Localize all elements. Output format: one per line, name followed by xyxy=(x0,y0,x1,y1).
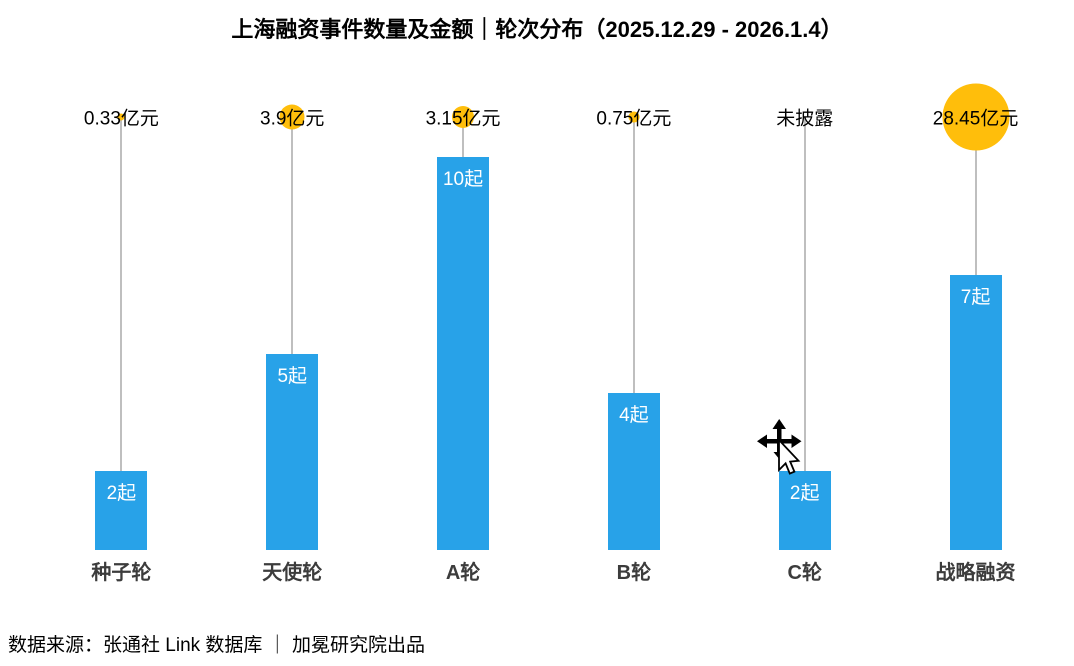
category-label: 战略融资 xyxy=(935,562,1016,584)
connector-line xyxy=(291,117,294,354)
amount-bubble xyxy=(117,113,125,121)
category-label: 天使轮 xyxy=(262,562,323,584)
amount-label: 0.33亿元 xyxy=(83,108,159,130)
data-source-footer: 数据来源：张通社 Link 数据库 ｜ 加冕研究院出品 xyxy=(8,635,425,656)
connector-line xyxy=(803,117,806,472)
count-bar: 2起 xyxy=(95,471,148,550)
count-label: 7起 xyxy=(960,286,991,308)
chart-area: 0.33亿元 2起 3.9亿元 5起 3.15亿元 10起 0.75亿元 4起 未披露 2起 28.… xyxy=(36,80,1061,550)
count-label: 4起 xyxy=(619,404,649,426)
count-bar: 5起 xyxy=(266,353,319,550)
amount-bubble xyxy=(279,104,305,130)
chart-column: 3.9亿元 5起 xyxy=(207,80,378,550)
chart-column: 0.33亿元 2起 xyxy=(36,80,207,550)
category-label: B轮 xyxy=(616,562,652,584)
category-label: A轮 xyxy=(445,562,481,584)
chart-title: 上海融资事件数量及金额｜轮次分布（2025.12.29 - 2026.1.4） xyxy=(231,17,843,42)
connector-line xyxy=(974,117,977,275)
count-bar: 10起 xyxy=(437,157,490,550)
count-bar: 7起 xyxy=(949,274,1002,550)
amount-label: 未披露 xyxy=(776,108,834,130)
chart-column: 0.75亿元 4起 xyxy=(548,80,719,550)
amount-bubble xyxy=(452,106,475,128)
count-bar: 2起 xyxy=(778,471,831,550)
count-label: 2起 xyxy=(106,483,137,505)
connector-line xyxy=(120,117,123,472)
amount-label: 28.45亿元 xyxy=(932,108,1019,130)
amount-bubble xyxy=(942,83,1010,151)
count-label: 10起 xyxy=(442,169,484,190)
count-label: 2起 xyxy=(789,483,820,505)
count-bar: 4起 xyxy=(607,392,660,550)
category-axis: 种子轮 天使轮 A轮 B轮 C轮 战略融资 xyxy=(36,556,1061,585)
connector-line xyxy=(632,117,635,393)
amount-label: 3.9亿元 xyxy=(260,108,325,130)
amount-label: 0.75亿元 xyxy=(596,108,672,130)
chart-column: 3.15亿元 10起 xyxy=(378,80,549,550)
chart-column: 28.45亿元 7起 xyxy=(890,80,1061,550)
category-label: 种子轮 xyxy=(91,562,152,584)
connector-line xyxy=(462,117,465,157)
amount-bubble xyxy=(628,111,640,123)
chart-column: 未披露 2起 xyxy=(719,80,890,550)
amount-label: 3.15亿元 xyxy=(425,108,501,130)
move-cursor-icon xyxy=(757,419,802,475)
category-label: C轮 xyxy=(787,562,822,584)
count-label: 5起 xyxy=(277,365,308,387)
